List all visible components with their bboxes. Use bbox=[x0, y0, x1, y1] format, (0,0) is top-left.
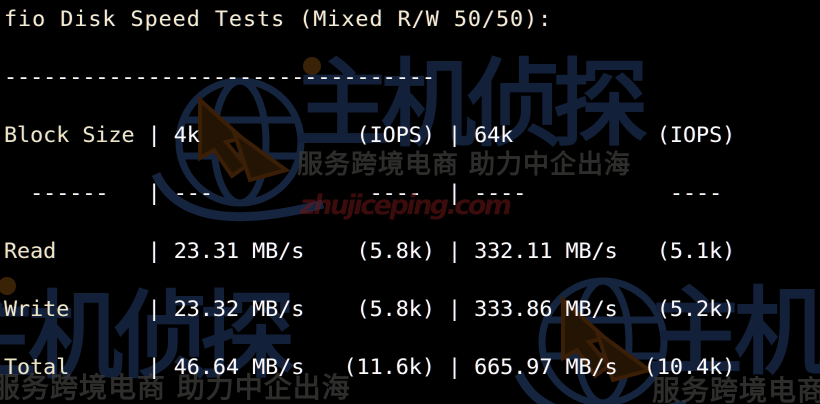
dash-row: ------ | --- ---- | ---- ---- bbox=[4, 181, 736, 206]
total-row-4k-64k: Total | 46.64 MB/s (11.6k) | 665.97 MB/s… bbox=[4, 355, 736, 380]
separator-row: --------------------------------- bbox=[4, 65, 435, 90]
read-row-4k-64k: Read | 23.31 MB/s (5.8k) | 332.11 MB/s (… bbox=[4, 239, 736, 264]
write-row-4k-64k: Write | 23.32 MB/s (5.8k) | 333.86 MB/s … bbox=[4, 297, 736, 322]
fio-title: fio Disk Speed Tests (Mixed R/W 50/50): bbox=[4, 7, 553, 32]
header-row-4k-64k: Block Size | 4k (IOPS) | 64k (IOPS) bbox=[4, 123, 736, 148]
